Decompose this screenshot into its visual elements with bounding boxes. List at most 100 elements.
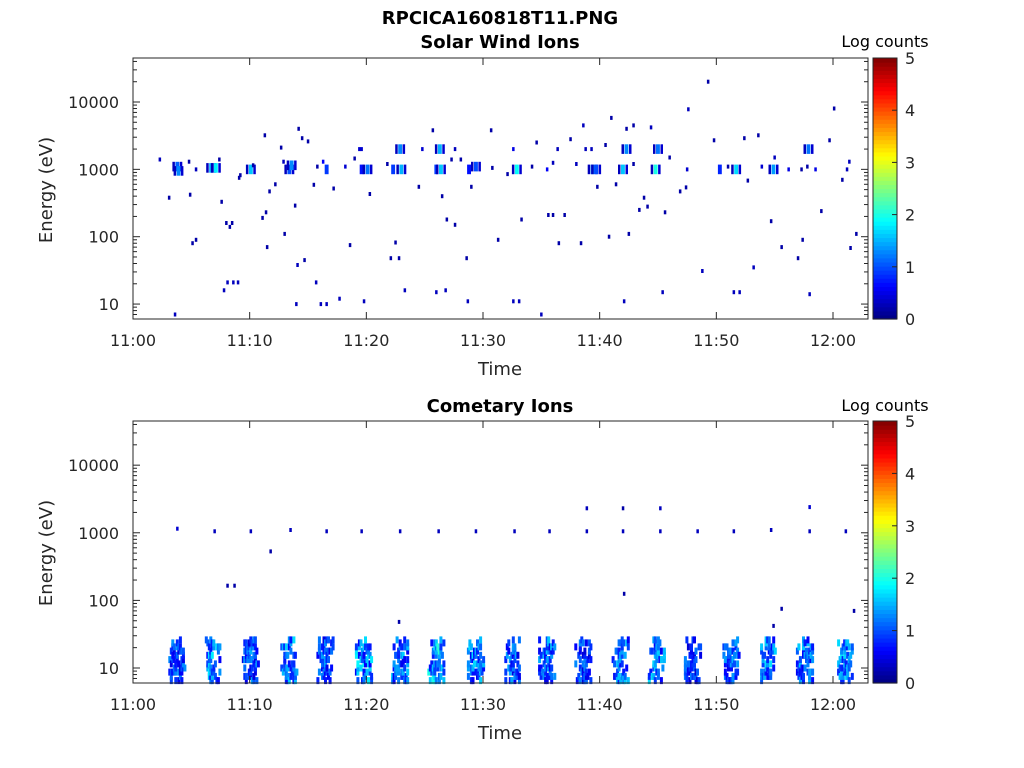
data-cell — [176, 166, 181, 176]
data-cell — [442, 660, 446, 668]
x-tick-label: 11:10 — [227, 331, 273, 350]
data-cell — [551, 647, 555, 655]
data-cell — [656, 144, 660, 154]
data-cell — [841, 177, 844, 182]
data-cell — [428, 677, 432, 685]
data-cell — [511, 660, 515, 668]
data-cell — [287, 164, 292, 175]
data-cell — [247, 651, 251, 659]
data-cell — [734, 643, 738, 651]
data-cell — [293, 672, 297, 680]
data-cell — [656, 647, 660, 655]
data-cell — [840, 647, 844, 655]
data-cell — [319, 302, 323, 307]
data-cell — [550, 672, 554, 680]
data-cell — [727, 656, 730, 664]
cometary-plot-frame — [132, 420, 869, 684]
x-tick-label: 11:10 — [227, 695, 273, 714]
data-cell — [476, 668, 479, 676]
data-cell — [251, 163, 255, 168]
data-cell — [287, 643, 291, 651]
data-cell — [466, 299, 470, 304]
data-cell — [736, 668, 740, 676]
data-cell — [437, 144, 442, 154]
data-cell — [324, 164, 329, 175]
colorbar-segment — [873, 453, 897, 459]
data-cell — [476, 639, 479, 647]
data-cell — [354, 647, 358, 655]
data-cell — [694, 656, 698, 664]
data-cell — [764, 636, 768, 644]
data-cell — [512, 147, 515, 152]
data-cell — [678, 189, 682, 194]
data-cell — [797, 643, 801, 651]
data-cell — [848, 159, 851, 164]
data-cell — [434, 639, 438, 647]
colorbar-segment — [873, 257, 897, 263]
data-cell — [508, 656, 512, 664]
data-cell — [732, 529, 736, 534]
data-cell — [738, 164, 742, 175]
data-cell — [392, 677, 396, 685]
data-cell — [397, 668, 401, 676]
data-cell — [286, 672, 290, 680]
data-cell — [844, 529, 848, 534]
data-cell — [180, 668, 184, 676]
data-cell — [362, 164, 366, 175]
data-cell — [723, 660, 727, 668]
data-cell — [693, 636, 696, 644]
y-tick-label: 100 — [88, 228, 119, 247]
data-cell — [391, 164, 396, 175]
data-cell — [850, 643, 854, 651]
data-cell — [216, 647, 220, 655]
data-cell — [583, 651, 587, 659]
data-cell — [841, 664, 845, 672]
data-cell — [175, 639, 179, 647]
data-cell — [846, 672, 850, 680]
data-cell — [327, 647, 330, 655]
cometary-x-axis-label: Time — [477, 723, 522, 744]
colorbar-segment — [873, 192, 897, 198]
colorbar-segment — [873, 70, 897, 75]
data-cell — [806, 651, 810, 659]
colorbar-segment — [873, 609, 897, 614]
data-cell — [655, 651, 659, 659]
data-cell — [507, 639, 511, 647]
data-cell — [761, 656, 765, 664]
solar-wind-data-marks — [158, 79, 858, 317]
data-cell — [436, 164, 439, 175]
data-cell — [772, 656, 776, 664]
data-cell — [210, 163, 214, 173]
data-cell — [172, 647, 176, 655]
cometary-x-ticks: 11:00 11:10 11:20 11:30 11:40 11:50 12:00 — [110, 421, 856, 714]
data-cell — [803, 664, 807, 672]
data-cell — [769, 672, 773, 680]
colorbar-segment — [873, 617, 897, 623]
data-cell — [723, 668, 727, 676]
data-cell — [757, 133, 760, 138]
data-cell — [780, 606, 783, 611]
data-cell — [513, 643, 517, 651]
data-cell — [548, 529, 551, 534]
data-cell — [479, 651, 483, 659]
colorbar-segment — [873, 441, 897, 447]
data-cell — [621, 529, 625, 534]
colorbar-segment — [873, 461, 897, 467]
data-cell — [282, 159, 285, 164]
data-cell — [647, 677, 651, 685]
data-cell — [480, 668, 484, 676]
colorbar-segment — [873, 478, 897, 483]
colorbar-segment — [873, 261, 897, 267]
data-cell — [354, 651, 358, 659]
colorbar-segment — [873, 543, 897, 549]
data-cell — [504, 668, 508, 676]
data-cell — [516, 660, 520, 668]
data-cell — [617, 647, 621, 655]
data-cell — [450, 157, 453, 162]
data-cell — [801, 237, 804, 242]
data-cell — [177, 643, 181, 651]
data-cell — [699, 643, 703, 651]
data-cell — [328, 668, 332, 676]
data-cell — [661, 664, 665, 672]
data-cell — [699, 651, 703, 659]
